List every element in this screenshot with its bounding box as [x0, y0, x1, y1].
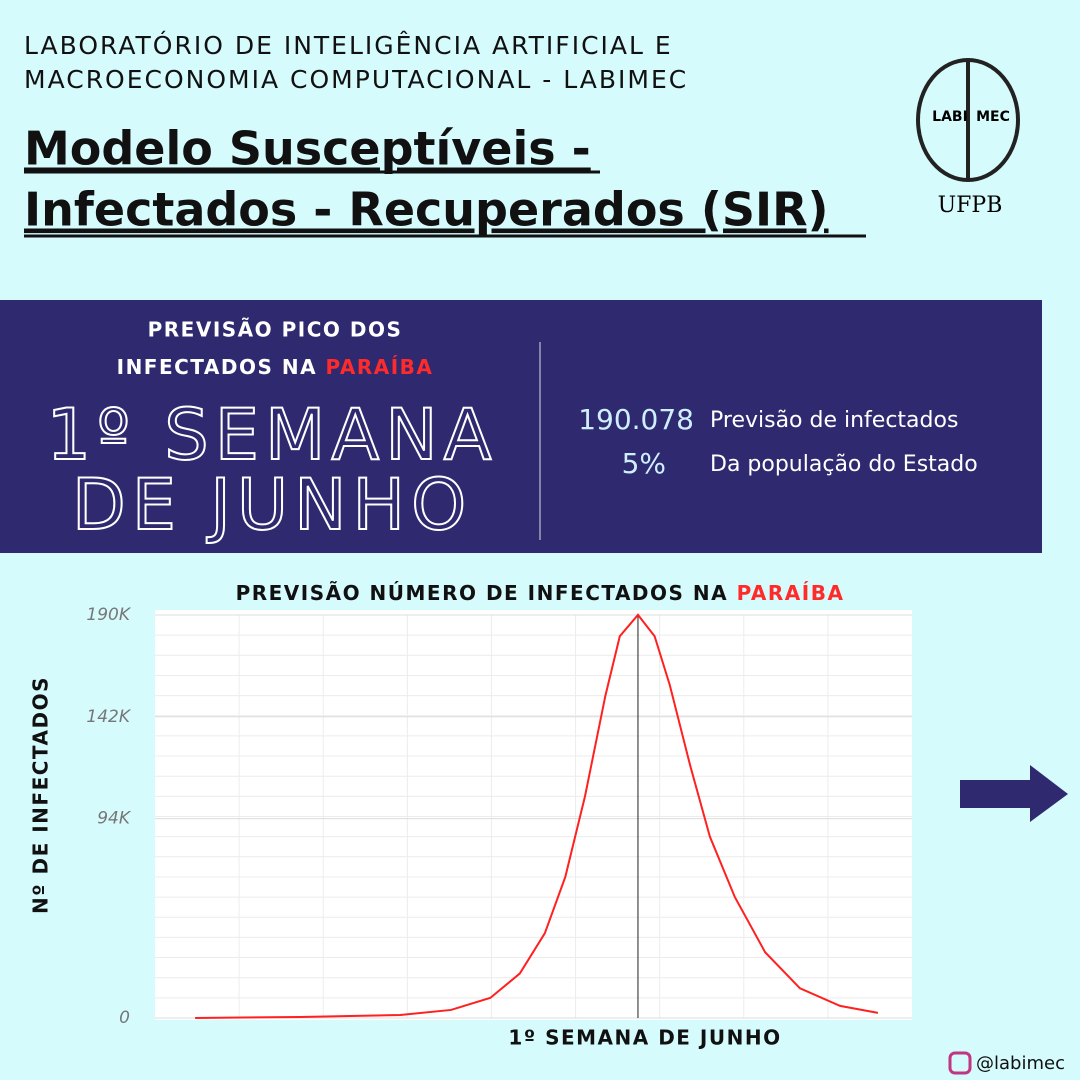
y-axis-label: Nº DE INFECTADOS [29, 676, 53, 914]
stat-label: Previsão de infectados [710, 408, 958, 433]
stat-value: 190.078 [578, 403, 694, 436]
logo-text: UFPB [938, 193, 1003, 218]
plot [155, 613, 912, 1019]
y-tick-label: 142K [86, 707, 131, 727]
chart-title-place: PARAÍBA [737, 581, 845, 605]
stat-label: Da população do Estado [710, 452, 978, 477]
y-tick-label: 94K [97, 809, 132, 829]
instagram-icon [948, 1051, 972, 1075]
stat-value: 5% [622, 447, 666, 480]
peak-text: 1º SEMANA [47, 394, 498, 476]
plot-area [155, 610, 912, 1020]
next-arrow[interactable] [960, 765, 1068, 822]
panel-heading: INFECTADOS NA PARAÍBA [117, 355, 434, 379]
logo-text: LABI [932, 109, 968, 125]
org-line: MACROECONOMIA COMPUTACIONAL - LABIMEC [24, 65, 688, 94]
heading-text: INFECTADOS NA [117, 355, 326, 379]
title-line: Infectados - Recuperados (SIR) [24, 183, 829, 237]
panel-heading: PREVISÃO PICO DOS [148, 318, 403, 342]
panel [0, 300, 1042, 553]
footer-handle: @labimec [976, 1053, 1065, 1074]
peak-text: DE JUNHO [72, 464, 472, 546]
y-tick-label: 0 [119, 1008, 130, 1028]
heading-place: PARAÍBA [326, 355, 434, 379]
chart-title-text: PREVISÃO NÚMERO DE INFECTADOS NA [236, 581, 737, 605]
chart-title: PREVISÃO NÚMERO DE INFECTADOS NA PARAÍBA [236, 581, 845, 605]
org-line: LABORATÓRIO DE INTELIGÊNCIA ARTIFICIAL E [24, 30, 673, 60]
series-line [195, 613, 879, 1019]
title-line: Modelo Susceptíveis - [24, 122, 591, 176]
y-tick-label: 190K [86, 605, 131, 625]
logo-text: MEC [976, 109, 1010, 125]
logo: LABI MEC UFPB [916, 58, 1020, 218]
x-axis-label: 1º SEMANA DE JUNHO [508, 1026, 781, 1050]
